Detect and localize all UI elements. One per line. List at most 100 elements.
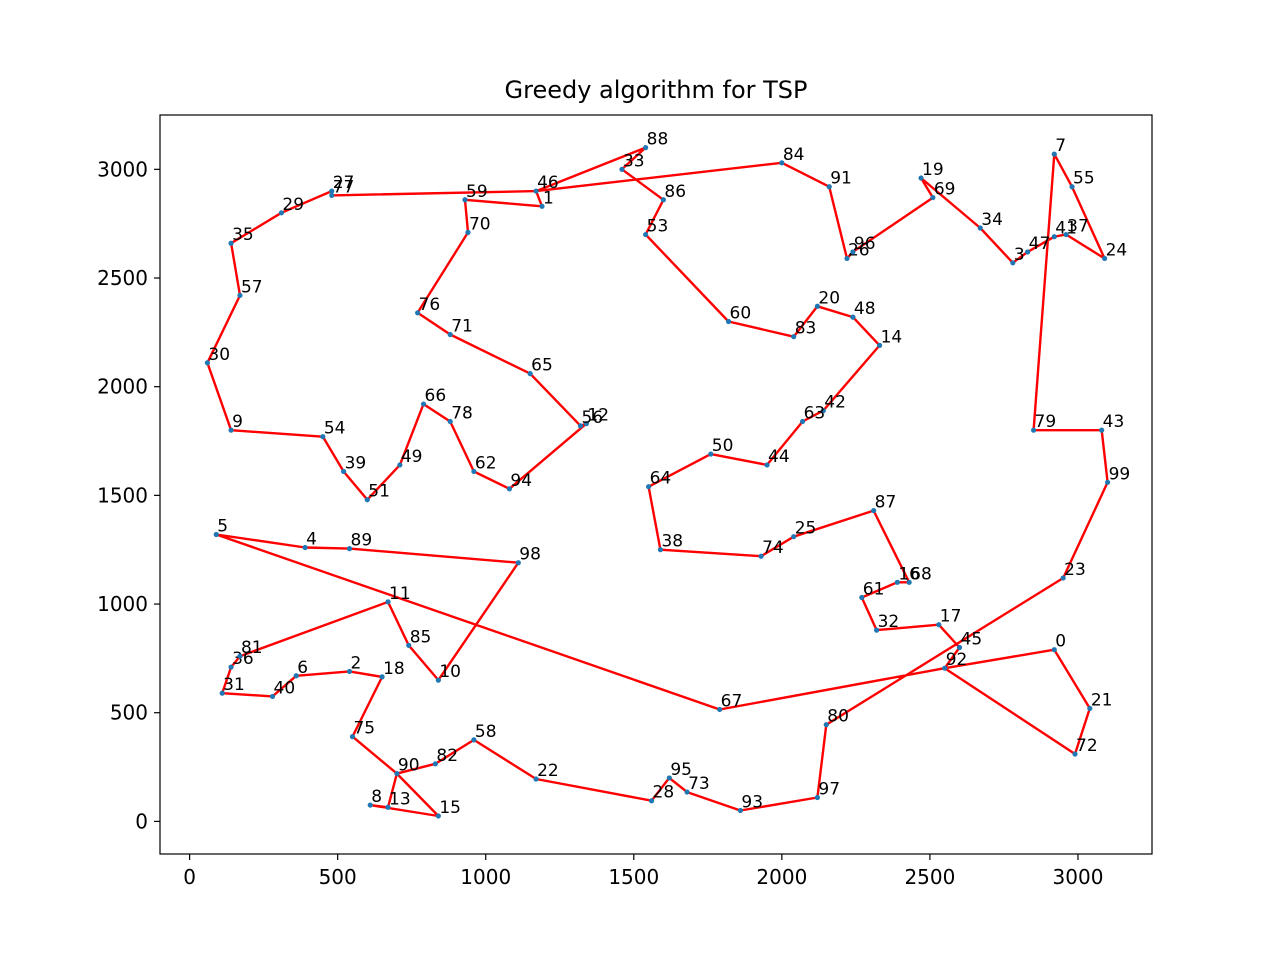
city-point (850, 249, 856, 255)
city-point (228, 240, 234, 246)
city-point (447, 418, 453, 425)
city-point (844, 255, 850, 262)
city-label: 3 (1014, 245, 1025, 265)
city-label: 75 (353, 719, 375, 739)
city-label: 39 (345, 453, 367, 473)
city-point (850, 314, 856, 320)
city-label: 35 (232, 225, 254, 245)
city-label: 61 (863, 580, 885, 600)
city-point (1102, 255, 1108, 262)
city-label: 68 (910, 564, 932, 584)
city-label: 57 (241, 277, 263, 297)
city-label: 81 (241, 638, 263, 658)
city-point (527, 371, 533, 377)
city-label: 79 (1035, 412, 1057, 432)
city-point (814, 303, 820, 309)
city-label: 33 (623, 151, 645, 171)
city-point (397, 462, 403, 468)
city-point (462, 197, 468, 203)
city-point (515, 560, 521, 566)
city-label: 46 (537, 173, 559, 193)
city-point (237, 292, 243, 299)
city-point (415, 310, 421, 316)
city-label: 47 (1029, 234, 1051, 254)
city-label: 63 (804, 403, 826, 423)
city-label: 10 (439, 662, 461, 682)
city-point (648, 798, 655, 804)
city-label: 27 (333, 173, 355, 193)
city-point (1072, 751, 1078, 757)
city-label: 74 (762, 538, 784, 558)
city-label: 64 (650, 469, 672, 489)
city-point (666, 775, 672, 781)
city-point (737, 807, 743, 814)
city-label: 14 (881, 327, 903, 347)
city-point (346, 668, 353, 675)
plot-area: 0123456789101112131415161718192021222324… (204, 130, 1130, 819)
city-label: 72 (1076, 736, 1098, 756)
city-point (779, 160, 785, 166)
city-point (791, 534, 797, 540)
city-point (385, 599, 391, 605)
city-point (329, 188, 335, 194)
x-tick-label: 3000 (1053, 865, 1104, 889)
city-point (367, 802, 373, 808)
city-point (465, 229, 471, 235)
city-point (1051, 234, 1057, 240)
city-label: 85 (410, 627, 432, 647)
city-label: 48 (854, 299, 876, 319)
city-label: 34 (981, 210, 1003, 230)
city-point (619, 166, 625, 172)
city-label: 90 (398, 756, 420, 776)
city-point (364, 497, 370, 503)
city-point (385, 804, 391, 810)
city-point (876, 342, 883, 348)
city-label: 84 (783, 145, 805, 165)
city-label: 9 (232, 412, 243, 432)
city-point (219, 690, 225, 696)
city-label: 97 (818, 779, 840, 799)
city-label: 95 (670, 760, 692, 780)
y-tick-label: 0 (135, 809, 148, 833)
city-label: 1 (543, 188, 554, 208)
city-point (725, 318, 732, 325)
y-tick-label: 1500 (97, 483, 148, 507)
city-point (228, 664, 234, 670)
city-point (643, 145, 649, 151)
city-point (533, 188, 539, 194)
x-tick-label: 0 (183, 865, 196, 889)
city-point (1060, 575, 1066, 581)
city-label: 93 (741, 793, 763, 813)
city-label: 21 (1091, 690, 1113, 710)
city-label: 24 (1106, 240, 1128, 260)
city-label: 73 (688, 774, 710, 794)
city-point (406, 642, 412, 648)
city-point (717, 706, 723, 713)
city-label: 7 (1055, 136, 1066, 156)
city-label: 19 (922, 160, 944, 180)
city-point (918, 175, 924, 181)
city-point (645, 484, 652, 490)
city-point (213, 531, 219, 538)
city-label: 43 (1103, 412, 1125, 432)
city-label: 55 (1073, 169, 1095, 189)
city-label: 32 (878, 612, 900, 632)
city-point (394, 770, 400, 777)
city-label: 20 (818, 288, 840, 308)
city-point (471, 468, 477, 475)
city-point (826, 184, 832, 190)
chart-title: Greedy algorithm for TSP (505, 76, 808, 104)
city-point (506, 486, 513, 492)
city-label: 86 (664, 182, 686, 202)
city-label: 91 (830, 169, 852, 189)
city-point (1030, 427, 1037, 433)
city-point (329, 192, 335, 199)
city-label: 17 (940, 607, 962, 627)
city-point (1099, 427, 1105, 433)
city-label: 6 (297, 658, 308, 678)
city-point (269, 693, 276, 700)
city-point (657, 547, 664, 553)
city-point (320, 434, 326, 440)
y-tick-label: 2000 (97, 375, 148, 399)
city-label: 36 (232, 649, 254, 669)
